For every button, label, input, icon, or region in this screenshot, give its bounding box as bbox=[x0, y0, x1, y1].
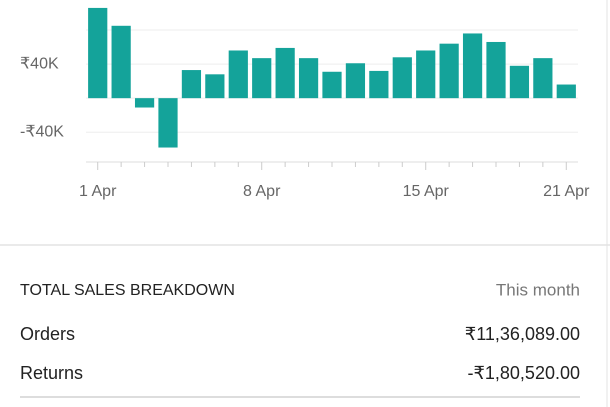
x-tick-label: 8 Apr bbox=[243, 183, 281, 200]
bar bbox=[392, 57, 412, 99]
y-tick-label: ₹120K bbox=[20, 0, 68, 4]
x-tick-label: 1 Apr bbox=[79, 183, 117, 200]
bar bbox=[275, 47, 295, 99]
bar bbox=[298, 58, 319, 99]
bar bbox=[486, 41, 506, 99]
bar bbox=[533, 58, 553, 99]
bar bbox=[252, 58, 272, 99]
bar bbox=[111, 25, 131, 99]
bar bbox=[158, 98, 178, 148]
bar bbox=[509, 65, 530, 99]
bar bbox=[345, 63, 366, 99]
bar bbox=[556, 84, 576, 99]
bar bbox=[416, 50, 436, 99]
bar bbox=[322, 71, 342, 99]
y-tick-label: -₹40K bbox=[20, 123, 64, 140]
bar bbox=[181, 70, 202, 99]
row-label: Returns bbox=[20, 363, 83, 383]
bar bbox=[134, 98, 155, 108]
bar bbox=[439, 43, 459, 99]
row-label: Orders bbox=[20, 324, 75, 344]
bar bbox=[205, 74, 225, 99]
y-tick-label: ₹40K bbox=[20, 55, 59, 72]
bar bbox=[462, 33, 483, 99]
period[interactable]: This month bbox=[496, 280, 580, 299]
bar bbox=[228, 50, 248, 99]
breakdown-title: TOTAL SALES BREAKDOWN bbox=[20, 282, 235, 299]
row-value: ₹11,36,089.00 bbox=[465, 324, 580, 344]
x-tick-label: 21 Apr bbox=[543, 183, 590, 200]
bar bbox=[88, 7, 108, 99]
x-tick-label: 15 Apr bbox=[403, 183, 450, 200]
bar bbox=[369, 70, 389, 99]
row-value: -₹1,80,520.00 bbox=[467, 363, 580, 383]
